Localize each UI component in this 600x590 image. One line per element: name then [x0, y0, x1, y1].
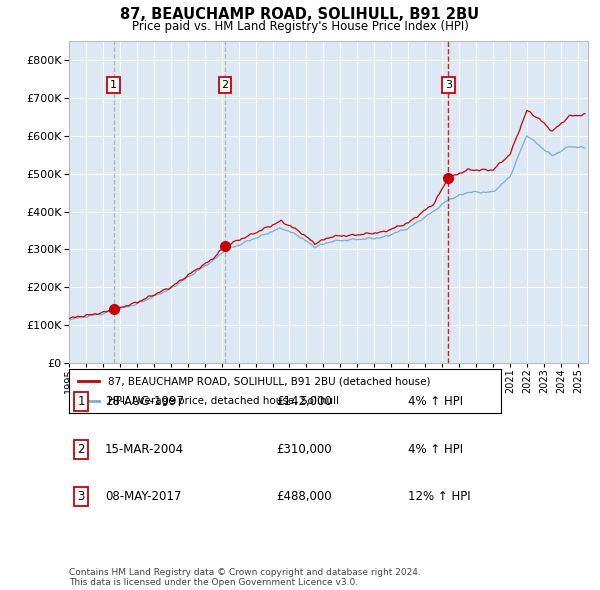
Text: £488,000: £488,000: [276, 490, 332, 503]
Text: 87, BEAUCHAMP ROAD, SOLIHULL, B91 2BU (detached house): 87, BEAUCHAMP ROAD, SOLIHULL, B91 2BU (d…: [108, 376, 430, 386]
Text: 4% ↑ HPI: 4% ↑ HPI: [408, 395, 463, 408]
Text: 3: 3: [77, 490, 85, 503]
Text: 3: 3: [445, 80, 452, 90]
Text: 87, BEAUCHAMP ROAD, SOLIHULL, B91 2BU: 87, BEAUCHAMP ROAD, SOLIHULL, B91 2BU: [121, 7, 479, 22]
Text: 1: 1: [110, 80, 117, 90]
Text: 4% ↑ HPI: 4% ↑ HPI: [408, 442, 463, 455]
Text: Contains HM Land Registry data © Crown copyright and database right 2024.
This d: Contains HM Land Registry data © Crown c…: [69, 568, 421, 587]
Text: £142,000: £142,000: [276, 395, 332, 408]
Text: 1: 1: [77, 395, 85, 408]
Text: Price paid vs. HM Land Registry's House Price Index (HPI): Price paid vs. HM Land Registry's House …: [131, 20, 469, 33]
Text: 2: 2: [221, 80, 229, 90]
Text: 12% ↑ HPI: 12% ↑ HPI: [408, 490, 470, 503]
Text: 28-AUG-1997: 28-AUG-1997: [105, 395, 184, 408]
Text: HPI: Average price, detached house, Solihull: HPI: Average price, detached house, Soli…: [108, 396, 339, 405]
Text: £310,000: £310,000: [276, 442, 332, 455]
Text: 15-MAR-2004: 15-MAR-2004: [105, 442, 184, 455]
Text: 2: 2: [77, 442, 85, 455]
Text: 08-MAY-2017: 08-MAY-2017: [105, 490, 181, 503]
